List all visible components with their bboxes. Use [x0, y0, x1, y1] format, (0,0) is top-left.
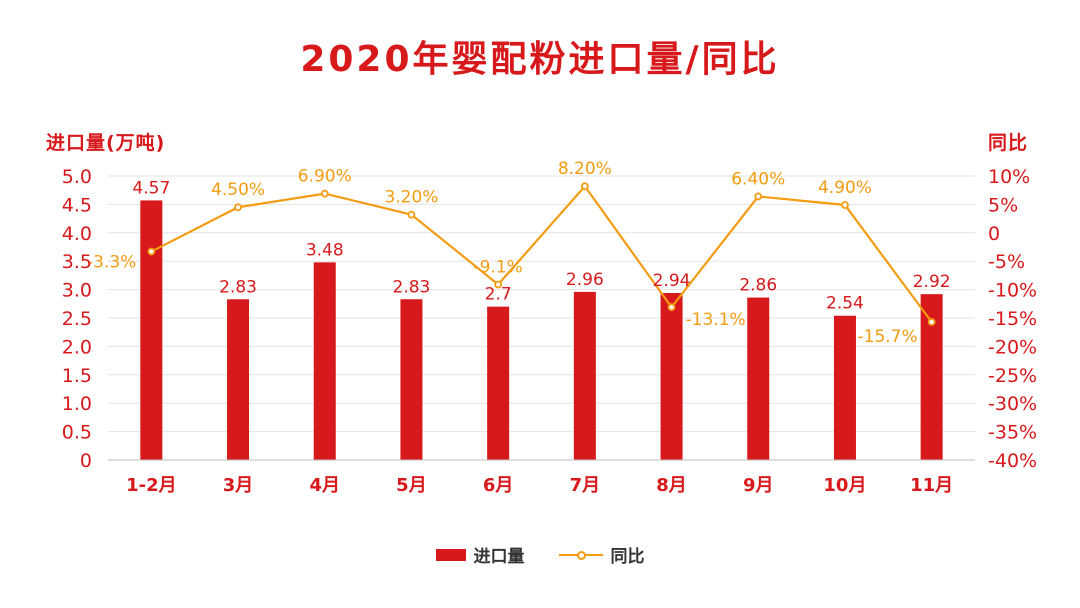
line-data-label: 6.90%	[298, 167, 352, 187]
y-left-tick-label: 3.5	[62, 251, 92, 273]
bar-data-label: 2.83	[219, 277, 257, 297]
y-right-tick-label: -15%	[988, 308, 1037, 330]
bar-data-label: 2.54	[826, 294, 864, 314]
y-right-tick-label: -5%	[988, 251, 1025, 273]
line-point	[320, 189, 329, 198]
bar	[140, 200, 163, 460]
x-tick-label: 4月	[309, 475, 340, 496]
line-point	[147, 247, 156, 256]
legend-label-bar: 进口量	[473, 547, 525, 567]
bar-data-label: 2.86	[739, 276, 777, 296]
legend-bar-swatch	[435, 548, 466, 561]
x-tick-label: 9月	[743, 475, 774, 496]
legend-item-bar[interactable]: 进口量	[435, 542, 525, 567]
bar-data-label: 2.96	[566, 270, 604, 290]
line-point	[927, 318, 936, 326]
y-right-tick-label: -35%	[988, 422, 1037, 444]
bar	[920, 294, 943, 460]
x-tick-label: 3月	[223, 475, 254, 496]
line-point	[754, 192, 763, 201]
y-left-tick-label: 2.0	[62, 336, 92, 358]
y-right-tick-label: -25%	[988, 365, 1037, 387]
y-left-tick-label: 0	[80, 450, 92, 472]
x-tick-label: 11月	[910, 475, 953, 496]
bar-data-label: 2.94	[653, 271, 691, 291]
y-right-tick-label: 5%	[988, 194, 1018, 216]
y-left-tick-label: 4.5	[62, 194, 92, 216]
bar	[747, 297, 770, 460]
x-tick-label: 10月	[823, 475, 866, 496]
chart-legend: 进口量 同比	[0, 542, 1080, 567]
y-right-tick-label: 0	[988, 223, 1000, 245]
line-point	[841, 201, 849, 209]
line-series	[150, 184, 933, 323]
line-data-label: -3.3%	[87, 253, 136, 273]
y-axis-left-title: 进口量(万吨)	[46, 132, 166, 154]
bar	[313, 262, 336, 460]
line-point	[667, 303, 676, 312]
y-left-tick-label: 1.0	[62, 393, 92, 415]
chart-title: 2020年婴配粉进口量/同比	[300, 39, 780, 80]
bar	[487, 306, 510, 460]
line-point	[580, 182, 589, 191]
bar-data-label: 3.48	[306, 240, 344, 260]
line-data-label: -9.1%	[473, 257, 522, 277]
line-data-label: 4.90%	[818, 178, 872, 198]
line-point	[494, 280, 503, 289]
x-tick-label: 8月	[656, 475, 687, 496]
bar-data-label: 2.92	[913, 272, 951, 292]
x-tick-label: 1-2月	[126, 475, 177, 496]
y-right-tick-label: -20%	[988, 336, 1037, 358]
x-tick-label: 6月	[483, 475, 514, 496]
bar	[227, 299, 250, 460]
x-tick-label: 5月	[396, 475, 427, 496]
line-point	[407, 210, 416, 219]
legend-line-swatch	[558, 548, 603, 562]
line-point	[234, 203, 242, 212]
line-data-label: 3.20%	[384, 188, 438, 208]
line-data-label: 6.40%	[731, 169, 785, 189]
y-right-tick-label: -40%	[988, 450, 1037, 472]
line-data-label: 4.50%	[211, 180, 265, 200]
y-axis-right-title: 同比	[988, 132, 1029, 154]
bar	[400, 299, 423, 460]
y-right-tick-label: -30%	[988, 393, 1037, 415]
bar	[573, 291, 596, 460]
bar-data-label: 4.57	[132, 178, 170, 198]
y-left-tick-label: 1.5	[62, 365, 92, 387]
y-left-tick-label: 5.0	[62, 166, 92, 188]
y-left-tick-label: 0.5	[62, 422, 92, 444]
bar	[660, 293, 683, 460]
bar	[833, 315, 856, 460]
y-right-tick-label: -10%	[988, 280, 1037, 302]
line-data-label: 8.20%	[558, 159, 612, 179]
y-left-tick-label: 4.0	[62, 223, 92, 245]
x-tick-label: 7月	[570, 475, 601, 496]
legend-item-line[interactable]: 同比	[558, 542, 645, 567]
bar-data-label: 2.83	[393, 277, 431, 297]
y-right-tick-label: 10%	[988, 166, 1030, 188]
bar-data-label: 2.7	[485, 285, 512, 305]
y-left-tick-label: 2.5	[62, 308, 92, 330]
y-left-tick-label: 3.0	[62, 280, 92, 302]
line-data-label: -13.1%	[686, 310, 746, 330]
legend-label-line: 同比	[610, 547, 645, 567]
line-data-label: -15.7%	[858, 327, 918, 347]
